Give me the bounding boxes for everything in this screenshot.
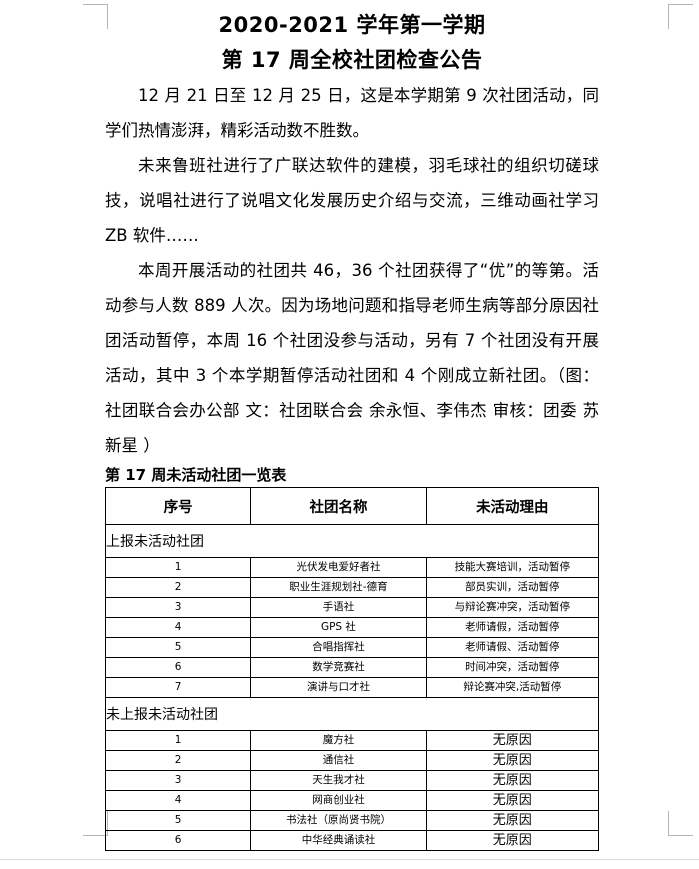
document-title: 2020-2021 学年第一学期 第 17 周全校社团检查公告 [105,0,599,78]
section-label-reported: 上报未活动社团 [105,524,599,558]
cell-name: 手语社 [250,597,427,618]
cell-index: 1 [104,557,252,578]
cell-index: 6 [104,830,252,851]
cell-name: 数学竞赛社 [250,657,427,678]
cell-name: 魔方社 [250,730,427,751]
cell-index: 4 [104,790,252,811]
table-row: 5 合唱指挥社 老师请假、活动暂停 [104,637,600,658]
cell-index: 5 [104,810,252,831]
table-section-row: 未上报未活动社团 [105,697,599,731]
table-caption: 第 17 周未活动社团一览表 [105,466,287,484]
cell-reason: 老师请假，活动暂停 [425,617,600,638]
paragraph-1: 12 月 21 日至 12 月 25 日，这是本学期第 9 次社团活动，同学们热… [105,86,599,140]
table-row: 4 GPS 社 老师请假，活动暂停 [104,617,600,638]
cell-reason: 与辩论赛冲突，活动暂停 [425,597,600,618]
cell-reason: 无原因 [425,750,600,771]
table-row: 5 书法社（原尚贤书院） 无原因 [104,810,600,831]
cell-index: 5 [104,637,252,658]
cell-index: 6 [104,657,252,678]
cell-name: 演讲与口才社 [250,677,427,698]
table-row: 6 中华经典诵读社 无原因 [104,830,600,851]
cell-name: 天生我才社 [250,770,427,791]
cell-reason: 技能大赛培训，活动暂停 [425,557,600,578]
table-row: 1 魔方社 无原因 [104,730,600,751]
page-bottom-rule [0,859,699,860]
table-section-row: 上报未活动社团 [105,524,599,558]
cell-reason: 老师请假、活动暂停 [425,637,600,658]
cell-name: 光伏发电爱好者社 [250,557,427,578]
cell-name: 职业生涯规划社-德育 [250,577,427,598]
table-body: 上报未活动社团 1 光伏发电爱好者社 技能大赛培训，活动暂停 2 职业生涯规划社… [104,524,600,851]
cell-name: 合唱指挥社 [250,637,427,658]
document-body: 2020-2021 学年第一学期 第 17 周全校社团检查公告 12 月 21 … [104,0,600,851]
table-row: 1 光伏发电爱好者社 技能大赛培训，活动暂停 [104,557,600,578]
table-header-row: 序号 社团名称 未活动理由 [104,487,600,525]
cell-index: 2 [104,750,252,771]
column-header-reason: 未活动理由 [425,487,600,525]
paragraph-3: 本周开展活动的社团共 46，36 个社团获得了“优”的等第。活动参与人数 889… [105,261,599,455]
cell-index: 1 [104,730,252,751]
cell-reason: 无原因 [425,790,600,811]
cell-reason: 时间冲突，活动暂停 [425,657,600,678]
cell-name: 中华经典诵读社 [250,830,427,851]
column-header-name: 社团名称 [250,487,427,525]
cell-name: 网商创业社 [250,790,427,811]
table-row: 4 网商创业社 无原因 [104,790,600,811]
cell-reason: 无原因 [425,810,600,831]
cell-index: 4 [104,617,252,638]
table-row: 2 职业生涯规划社-德育 部员实训，活动暂停 [104,577,600,598]
title-line-1: 2020-2021 学年第一学期 [218,13,486,37]
cell-name: 书法社（原尚贤书院） [250,810,427,831]
cell-reason: 无原因 [425,830,600,851]
cell-index: 7 [104,677,252,698]
table-row: 3 手语社 与辩论赛冲突，活动暂停 [104,597,600,618]
cell-name: GPS 社 [250,617,427,638]
section-label-unreported: 未上报未活动社团 [105,697,599,731]
cell-reason: 无原因 [425,770,600,791]
crop-mark-bottom-right [668,811,693,836]
title-line-2: 第 17 周全校社团检查公告 [221,48,483,72]
paragraph-2: 未来鲁班社进行了广联达软件的建模，羽毛球社的组织切磋球技，说唱社进行了说唱文化发… [105,156,599,245]
table-row: 2 通信社 无原因 [104,750,600,771]
cell-reason: 无原因 [425,730,600,751]
cell-index: 3 [104,597,252,618]
cell-name: 通信社 [250,750,427,771]
table-row: 3 天生我才社 无原因 [104,770,600,791]
column-header-index: 序号 [104,487,252,525]
crop-mark-top-right [668,4,693,29]
cell-reason: 辩论赛冲突,活动暂停 [425,677,600,698]
table-row: 7 演讲与口才社 辩论赛冲突,活动暂停 [104,677,600,698]
inactive-clubs-table: 序号 社团名称 未活动理由 上报未活动社团 1 光伏发电爱好者社 技能大赛培训，… [104,487,600,851]
cell-reason: 部员实训，活动暂停 [425,577,600,598]
cell-index: 2 [104,577,252,598]
cell-index: 3 [104,770,252,791]
table-row: 6 数学竞赛社 时间冲突，活动暂停 [104,657,600,678]
